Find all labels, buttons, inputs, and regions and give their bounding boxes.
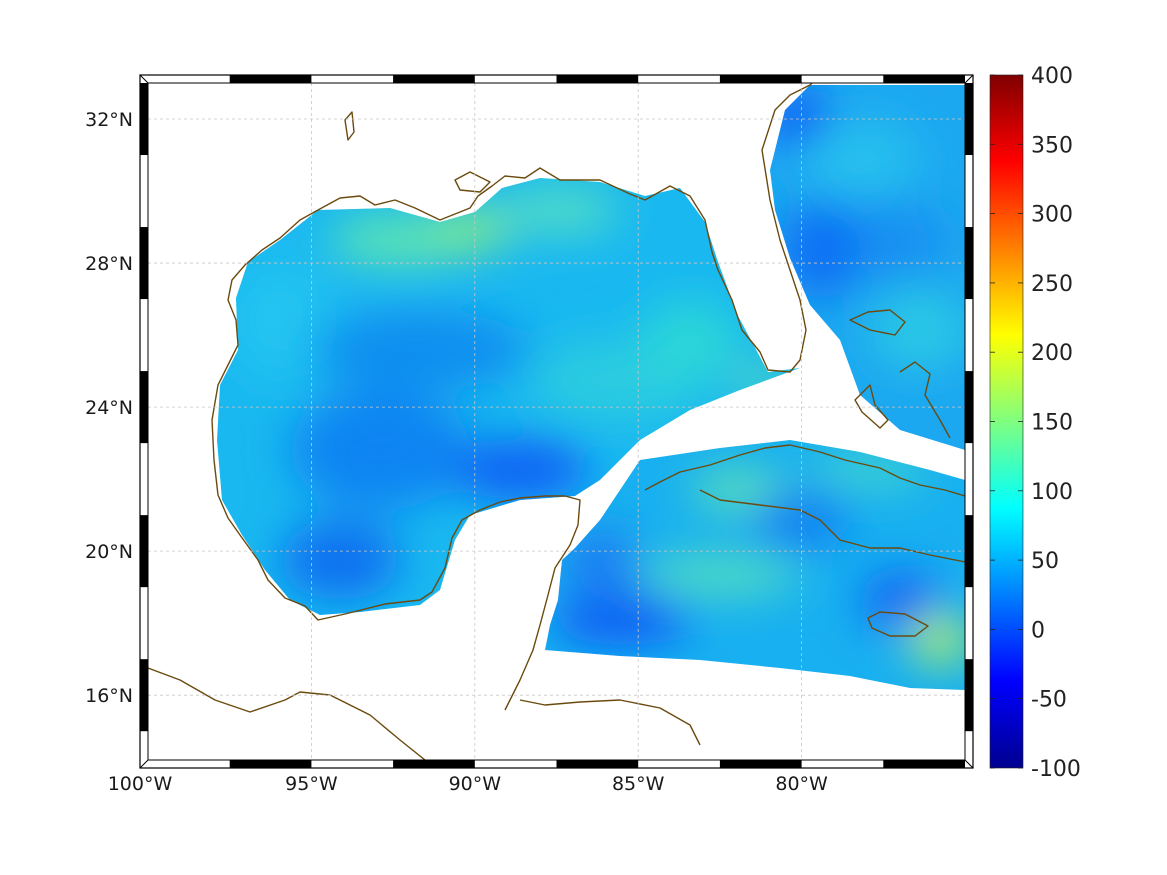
frame-seg-left-0: [140, 83, 148, 156]
lat-tick-label: 32°N: [85, 109, 133, 131]
frame-seg-top-7: [719, 75, 802, 83]
colorbar-tick-label: 200: [1031, 341, 1073, 366]
lat-tick-label: 24°N: [85, 397, 133, 419]
frame-seg-right-6: [965, 515, 973, 588]
longitude-tick-labels: 100°W 95°W 90°W 85°W 80°W: [108, 773, 828, 795]
lon-tick-label: 95°W: [285, 773, 338, 795]
lat-tick-label: 16°N: [85, 685, 133, 707]
lat-tick-label: 28°N: [85, 253, 133, 275]
colorbar-tick-label: 400: [1031, 64, 1073, 89]
latitude-tick-labels: 32°N 28°N 24°N 20°N 16°N: [85, 109, 133, 707]
frame-seg-top-1: [229, 75, 312, 83]
map-frame: [139, 74, 974, 769]
lat-tick-label: 20°N: [85, 541, 133, 563]
frame-seg-right-8: [965, 659, 973, 732]
frame-seg-left-2: [140, 227, 148, 300]
frame-seg-top-5: [556, 75, 639, 83]
colorbar-tick-label: 0: [1031, 618, 1045, 643]
colorbar-tick-label: 350: [1031, 133, 1073, 158]
lon-tick-label: 80°W: [775, 773, 828, 795]
frame-seg-bottom-7: [719, 760, 802, 768]
colorbar-tick-label: 300: [1031, 203, 1073, 228]
frame-seg-right-0: [965, 83, 973, 156]
frame-seg-left-4: [140, 371, 148, 444]
colorbar-tick-label: -50: [1031, 688, 1067, 713]
frame-seg-bottom-1: [229, 760, 312, 768]
colorbar-tick-label: -100: [1031, 757, 1081, 782]
lon-tick-label: 85°W: [612, 773, 665, 795]
lon-tick-label: 90°W: [449, 773, 502, 795]
frame-corner-2: [139, 759, 149, 769]
data-field: [217, 85, 965, 690]
colorbar-ticks: 400 350 300 250 200 150 100 50 0 -50 -100: [990, 64, 1081, 782]
frame-seg-right-2: [965, 227, 973, 300]
frame-corner-1: [964, 74, 974, 84]
frame-seg-bottom-3: [393, 760, 475, 768]
frame-corner-3: [964, 759, 974, 769]
frame-seg-bottom-9: [883, 760, 965, 768]
frame-seg-right-4: [965, 371, 973, 444]
frame-corner-0: [139, 74, 149, 84]
lon-tick-label: 100°W: [108, 773, 173, 795]
frame-seg-left-6: [140, 515, 148, 588]
colorbar-tick-label: 100: [1031, 480, 1073, 505]
colorbar-tick-label: 150: [1031, 411, 1073, 436]
frame-seg-left-8: [140, 659, 148, 732]
frame-seg-top-9: [883, 75, 965, 83]
frame-seg-top-3: [393, 75, 475, 83]
frame-seg-bottom-5: [556, 760, 639, 768]
colorbar-tick-label: 250: [1031, 272, 1073, 297]
colorbar-tick-label: 50: [1031, 549, 1059, 574]
coastline: [148, 83, 965, 760]
